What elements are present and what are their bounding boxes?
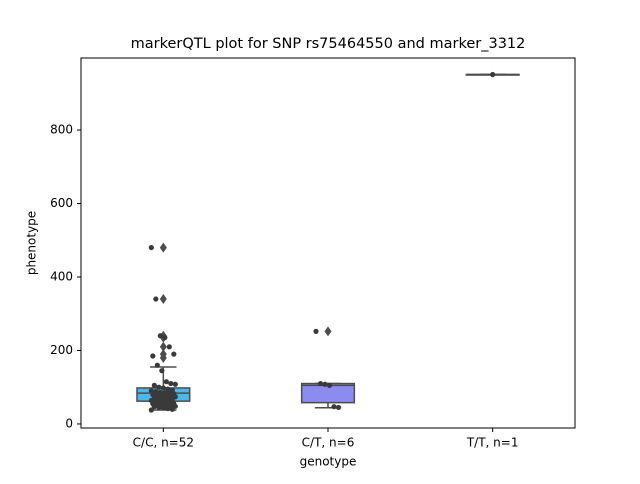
outlier — [159, 349, 167, 360]
point — [151, 382, 157, 388]
point — [150, 353, 156, 359]
outlier — [159, 341, 167, 352]
outlier — [159, 242, 167, 253]
point — [153, 296, 159, 302]
point — [331, 404, 337, 410]
point — [160, 405, 166, 411]
point — [171, 351, 177, 357]
point — [148, 244, 154, 251]
point — [156, 384, 162, 390]
point — [156, 404, 162, 411]
point — [172, 394, 178, 400]
x-tick-label: C/T, n=6 — [302, 436, 355, 450]
y-tick-label: 600 — [50, 196, 73, 210]
point — [165, 405, 171, 412]
outlier — [159, 294, 167, 305]
y-tick-label: 800 — [50, 123, 73, 137]
point — [148, 407, 154, 413]
outlier — [324, 326, 332, 337]
y-tick-label: 200 — [50, 343, 73, 357]
x-tick-label: C/C, n=52 — [133, 436, 194, 450]
point — [151, 404, 157, 410]
point — [160, 385, 166, 391]
point — [326, 382, 333, 388]
point — [159, 368, 165, 374]
point — [162, 335, 168, 341]
point — [154, 362, 160, 368]
point — [172, 381, 178, 387]
plot-frame — [80, 57, 576, 429]
point — [165, 386, 171, 392]
point — [166, 344, 172, 350]
x-tick-label: T/T, n=1 — [466, 436, 519, 450]
point — [490, 71, 496, 78]
point — [313, 328, 319, 334]
y-axis-label: phenotype — [25, 211, 39, 275]
point — [317, 380, 324, 387]
chart-title: markerQTL plot for SNP rs75464550 and ma… — [131, 36, 526, 52]
point — [322, 381, 328, 387]
point — [335, 404, 342, 411]
x-axis-label: genotype — [300, 455, 357, 469]
y-tick-label: 400 — [50, 269, 73, 283]
point — [169, 406, 175, 412]
point — [163, 379, 169, 385]
point — [168, 380, 174, 387]
y-tick-label: 0 — [65, 416, 73, 430]
point — [157, 333, 163, 339]
